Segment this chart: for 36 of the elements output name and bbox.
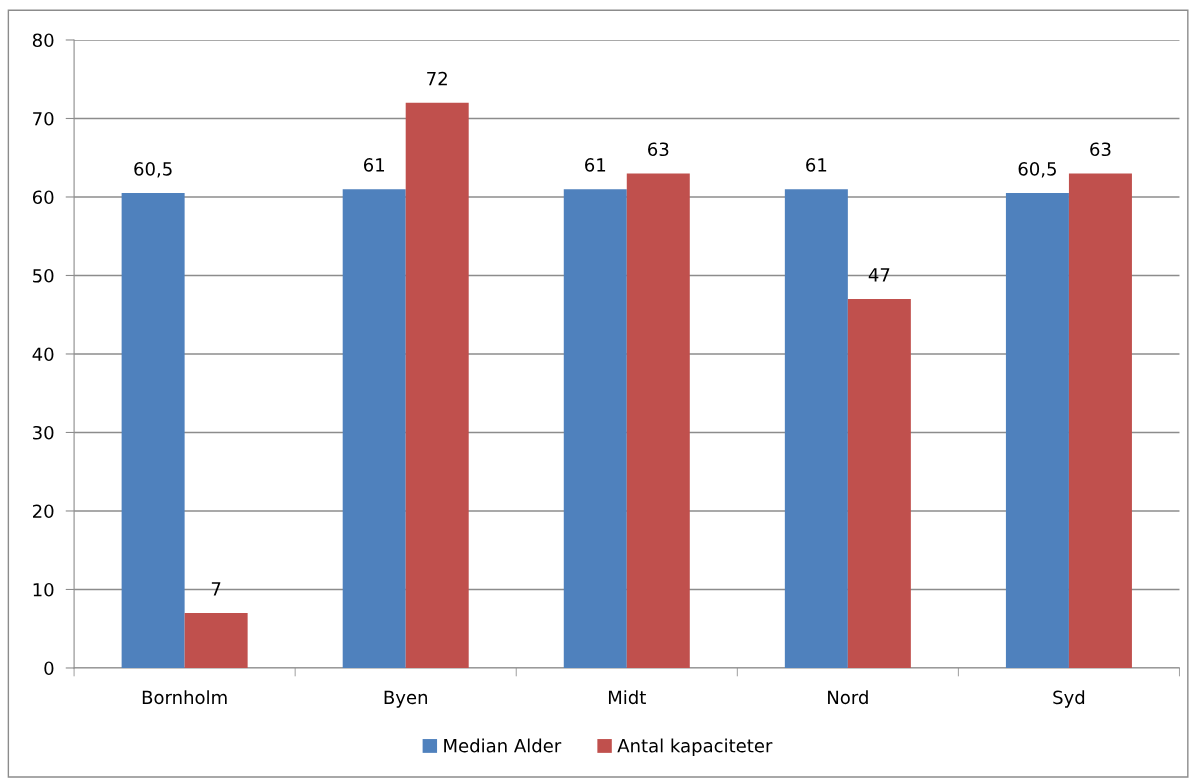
x-tick-label: Byen [384,690,427,708]
y-tick-label: 60 [32,190,54,205]
data-label: 61 [806,158,827,172]
legend-label: Median Alder [444,738,562,753]
legend-label: Antal kapaciteter [617,738,773,756]
y-tick-label: 0 [44,661,54,676]
x-tick-label: Syd [1053,690,1085,708]
bar [626,173,690,668]
data-label: 61 [585,158,606,172]
bar [563,189,627,668]
y-tick-label: 30 [33,425,54,440]
data-label: 63 [648,142,669,157]
x-tick-label: Midt [608,690,646,705]
y-tick-label: 80 [32,33,54,48]
bar [1005,193,1069,668]
bar [405,102,469,668]
data-label: 60,5 [1018,162,1056,178]
y-tick-label: 20 [32,504,54,519]
bar [121,193,185,668]
data-label: 47 [868,268,890,282]
bar [184,613,248,668]
bar [1068,173,1132,668]
data-label: 61 [363,158,385,172]
x-tick-label: Bornholm [142,690,227,705]
y-tick-label: 70 [33,111,54,126]
data-label: 63 [1090,142,1111,157]
data-label: 7 [211,582,221,596]
data-label: 60,5 [134,162,172,178]
y-tick-label: 40 [32,347,54,362]
bar [847,299,911,668]
x-tick-label: Nord [828,690,868,705]
bar [784,189,848,668]
data-label: 72 [427,71,447,86]
y-tick-label: 50 [33,268,54,283]
bar [342,189,406,668]
y-tick-label: 10 [33,582,54,597]
